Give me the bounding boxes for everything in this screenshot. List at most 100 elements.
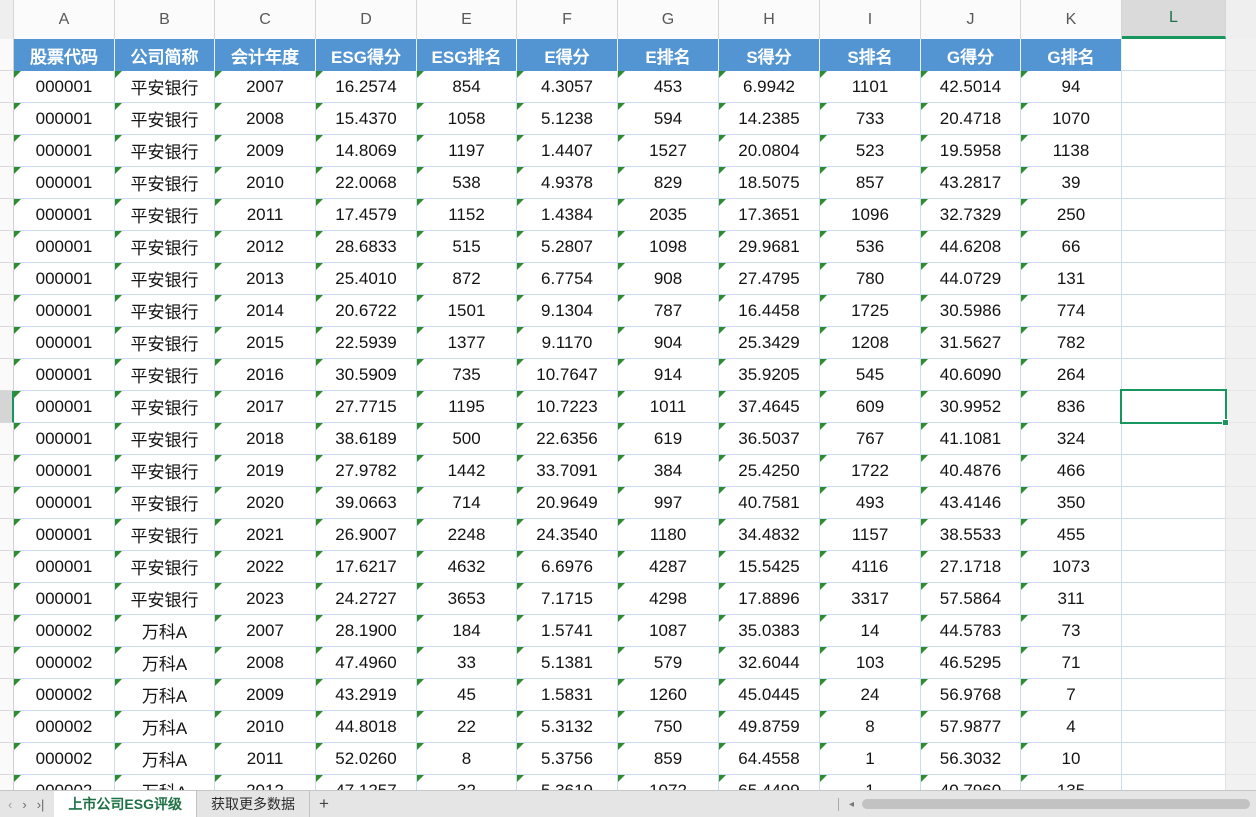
cell[interactable]: 000001: [14, 71, 115, 103]
cell[interactable]: 2035: [618, 199, 719, 231]
cell[interactable]: 4.9378: [517, 167, 618, 199]
cell[interactable]: 000001: [14, 583, 115, 615]
cell[interactable]: 4: [1021, 711, 1122, 743]
cell[interactable]: 767: [820, 423, 921, 455]
cell-empty-L[interactable]: [1122, 487, 1226, 519]
column-header-C[interactable]: C: [215, 0, 316, 39]
cell[interactable]: 1152: [417, 199, 517, 231]
cell[interactable]: 40.4876: [921, 455, 1021, 487]
cell[interactable]: 35.0383: [719, 615, 820, 647]
cell[interactable]: 44.5783: [921, 615, 1021, 647]
cell[interactable]: 8: [417, 743, 517, 775]
cell[interactable]: 000001: [14, 519, 115, 551]
cell[interactable]: 43.2919: [316, 679, 417, 711]
cell[interactable]: 2020: [215, 487, 316, 519]
cell-empty-L[interactable]: [1122, 519, 1226, 551]
cell[interactable]: 350: [1021, 487, 1122, 519]
scroll-left-arrow-icon[interactable]: ◂: [848, 798, 854, 810]
cell[interactable]: 4.3057: [517, 71, 618, 103]
cell[interactable]: 65.4499: [719, 775, 820, 790]
cell[interactable]: 2008: [215, 103, 316, 135]
column-header-I[interactable]: I: [820, 0, 921, 39]
cell[interactable]: 47.1257: [316, 775, 417, 790]
column-header-F[interactable]: F: [517, 0, 618, 39]
column-header-A[interactable]: A: [14, 0, 115, 39]
cell[interactable]: 15.4370: [316, 103, 417, 135]
cell[interactable]: 平安银行: [115, 263, 215, 295]
cell[interactable]: 2010: [215, 711, 316, 743]
cell[interactable]: 万科A: [115, 743, 215, 775]
cell[interactable]: 33.7091: [517, 455, 618, 487]
cell-empty-L[interactable]: [1122, 551, 1226, 583]
cell[interactable]: 2022: [215, 551, 316, 583]
cell[interactable]: 平安银行: [115, 487, 215, 519]
cell[interactable]: 1: [820, 743, 921, 775]
cell[interactable]: 万科A: [115, 615, 215, 647]
column-title-10[interactable]: G得分: [921, 39, 1021, 71]
first-sheet-arrow-icon[interactable]: ‹: [8, 796, 13, 812]
cell[interactable]: 859: [618, 743, 719, 775]
cell[interactable]: 44.8018: [316, 711, 417, 743]
cell[interactable]: 000001: [14, 391, 115, 423]
column-title-1[interactable]: 股票代码: [14, 39, 115, 71]
cell[interactable]: 10.7647: [517, 359, 618, 391]
cell[interactable]: 平安银行: [115, 455, 215, 487]
cell-empty-L[interactable]: [1122, 391, 1226, 423]
cell[interactable]: 000002: [14, 711, 115, 743]
column-title-2[interactable]: 公司简称: [115, 39, 215, 71]
cell[interactable]: 1442: [417, 455, 517, 487]
cell[interactable]: 1072: [618, 775, 719, 790]
cell-empty-L[interactable]: [1122, 71, 1226, 103]
cell[interactable]: 250: [1021, 199, 1122, 231]
cell[interactable]: 40.7581: [719, 487, 820, 519]
cell[interactable]: 000002: [14, 615, 115, 647]
cell[interactable]: 37.4645: [719, 391, 820, 423]
cell[interactable]: 1377: [417, 327, 517, 359]
cell[interactable]: 780: [820, 263, 921, 295]
cell[interactable]: 7.1715: [517, 583, 618, 615]
cell[interactable]: 56.3032: [921, 743, 1021, 775]
cell[interactable]: 30.9952: [921, 391, 1021, 423]
cell[interactable]: 997: [618, 487, 719, 519]
cell[interactable]: 34.4832: [719, 519, 820, 551]
cell[interactable]: 22.5939: [316, 327, 417, 359]
horizontal-scrollbar-thumb[interactable]: [862, 799, 1250, 809]
cell[interactable]: 5.1381: [517, 647, 618, 679]
cell[interactable]: 平安银行: [115, 71, 215, 103]
cell[interactable]: 36.5037: [719, 423, 820, 455]
cell[interactable]: 594: [618, 103, 719, 135]
cell[interactable]: 30.5986: [921, 295, 1021, 327]
column-title-11[interactable]: G排名: [1021, 39, 1122, 71]
cell[interactable]: 4287: [618, 551, 719, 583]
cell[interactable]: 1096: [820, 199, 921, 231]
cell[interactable]: 000001: [14, 199, 115, 231]
cell[interactable]: 000002: [14, 743, 115, 775]
cell[interactable]: 32.6044: [719, 647, 820, 679]
cell[interactable]: 平安银行: [115, 199, 215, 231]
cell[interactable]: 1087: [618, 615, 719, 647]
cell[interactable]: 47.4960: [316, 647, 417, 679]
cell[interactable]: 43.4146: [921, 487, 1021, 519]
cell[interactable]: 609: [820, 391, 921, 423]
sheet-tab-active[interactable]: 上市公司ESG评级: [54, 790, 196, 817]
next-sheet-arrow-icon[interactable]: ›: [22, 796, 27, 812]
cell[interactable]: 000002: [14, 647, 115, 679]
cell[interactable]: 33: [417, 647, 517, 679]
cell[interactable]: 30.5909: [316, 359, 417, 391]
cell[interactable]: 24: [820, 679, 921, 711]
cell[interactable]: 18.5075: [719, 167, 820, 199]
cell[interactable]: 平安银行: [115, 231, 215, 263]
cell[interactable]: 17.6217: [316, 551, 417, 583]
cell[interactable]: 4632: [417, 551, 517, 583]
cell[interactable]: 40.6090: [921, 359, 1021, 391]
cell[interactable]: 1.5741: [517, 615, 618, 647]
column-header-D[interactable]: D: [316, 0, 417, 39]
cell[interactable]: 17.3651: [719, 199, 820, 231]
cell[interactable]: 平安银行: [115, 391, 215, 423]
cell[interactable]: 平安银行: [115, 423, 215, 455]
cell[interactable]: 35.9205: [719, 359, 820, 391]
cell[interactable]: 000002: [14, 679, 115, 711]
cell[interactable]: 1098: [618, 231, 719, 263]
cell[interactable]: 131: [1021, 263, 1122, 295]
cell[interactable]: 平安银行: [115, 327, 215, 359]
